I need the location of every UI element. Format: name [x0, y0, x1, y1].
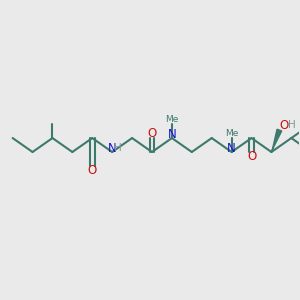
Text: H: H — [289, 120, 296, 130]
Text: O: O — [280, 118, 289, 132]
Polygon shape — [271, 129, 282, 152]
Text: O: O — [247, 151, 256, 164]
Text: O: O — [147, 127, 157, 140]
Text: H: H — [114, 143, 122, 153]
Text: N: N — [108, 142, 117, 154]
Text: Me: Me — [165, 115, 178, 124]
Text: Me: Me — [225, 129, 238, 138]
Text: O: O — [88, 164, 97, 177]
Text: N: N — [167, 128, 176, 141]
Text: N: N — [227, 142, 236, 154]
